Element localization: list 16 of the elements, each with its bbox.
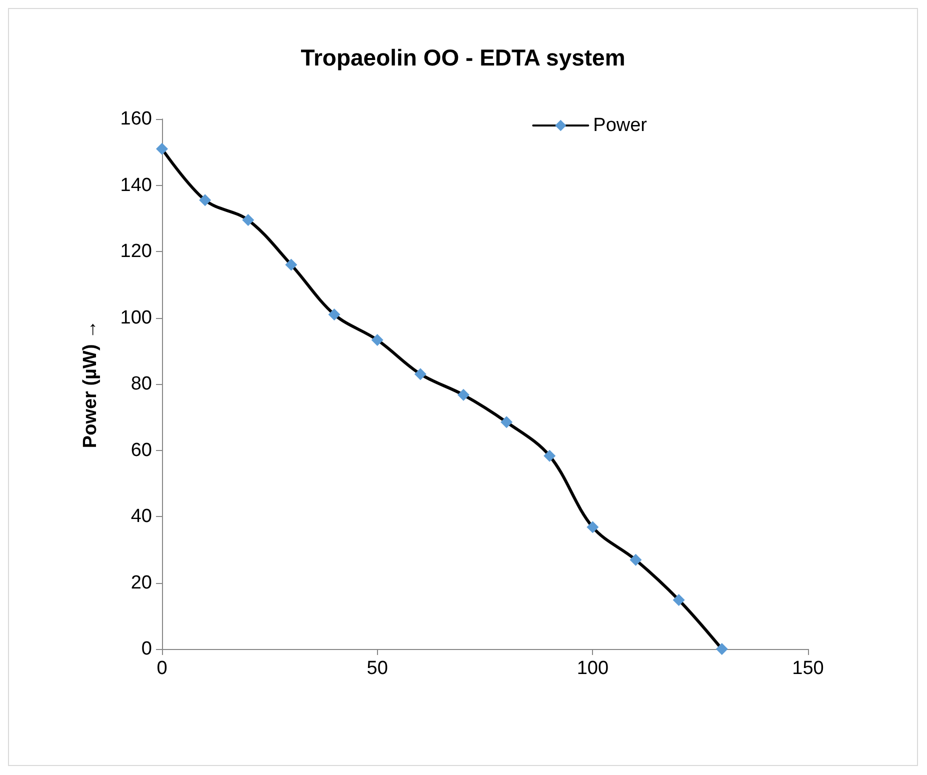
x-tick-label: 0: [156, 658, 168, 679]
chart-title: Tropaeolin OO - EDTA system: [300, 44, 626, 70]
y-tick-label: 120: [120, 241, 152, 262]
y-tick-label: 140: [120, 174, 152, 196]
x-tick-label: 50: [366, 658, 388, 679]
x-tick-label: 150: [792, 658, 824, 679]
y-tick-label: 60: [130, 440, 152, 461]
x-tick-label: 100: [576, 658, 609, 679]
y-tick-label: 0: [141, 638, 152, 660]
y-tick-label: 100: [120, 307, 152, 328]
legend-label: Power: [593, 115, 648, 136]
y-tick-label: 80: [130, 374, 152, 394]
y-tick-label: 40: [130, 506, 152, 527]
y-tick-label: 160: [120, 108, 152, 130]
y-tick-label: 20: [130, 572, 152, 594]
y-axis-title: Power (µW) →: [80, 320, 101, 448]
